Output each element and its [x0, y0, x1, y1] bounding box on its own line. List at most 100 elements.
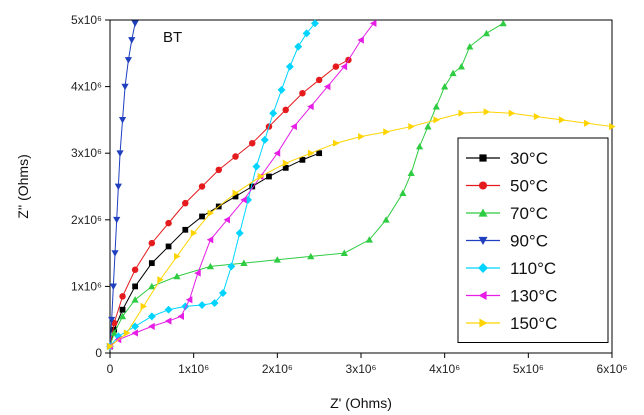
data-point	[124, 57, 133, 64]
data-point	[457, 63, 465, 70]
legend-label: 50°C	[510, 177, 548, 196]
x-tick-label: 0	[107, 362, 114, 376]
data-point	[249, 183, 256, 190]
data-point	[165, 243, 172, 250]
data-point	[307, 252, 315, 260]
y-tick-label: 5x10⁶	[71, 13, 102, 27]
legend-marker	[478, 208, 488, 217]
data-point	[285, 62, 294, 71]
data-point	[333, 139, 340, 147]
data-point	[114, 332, 123, 341]
data-point	[584, 119, 591, 127]
data-point	[118, 117, 127, 124]
legend-item: 50°C	[466, 177, 548, 196]
series-0	[107, 150, 323, 350]
data-point	[382, 216, 390, 223]
data-point	[232, 153, 239, 160]
data-point	[340, 249, 348, 256]
series-layer	[106, 19, 616, 351]
legend-label: 90°C	[510, 232, 548, 251]
data-point	[269, 109, 278, 118]
data-point	[121, 83, 129, 91]
data-point	[227, 262, 236, 271]
data-point	[260, 135, 269, 144]
data-point	[207, 209, 214, 217]
data-point	[199, 213, 205, 220]
data-point	[157, 276, 164, 284]
x-tick-label: 2x10⁶	[262, 362, 293, 376]
y-tick-label: 3x10⁶	[71, 146, 102, 160]
x-tick-label: 1x10⁶	[178, 362, 209, 376]
legend-item: 90°C	[466, 232, 548, 251]
data-point	[609, 122, 616, 131]
data-point	[508, 109, 516, 117]
data-point	[108, 316, 116, 324]
data-point	[407, 169, 415, 177]
legend-marker	[478, 291, 487, 300]
series-6	[107, 108, 616, 350]
x-axis-title: Z' (Ohms)	[330, 395, 392, 411]
series-line	[109, 23, 374, 347]
data-point	[273, 256, 281, 263]
series-line	[109, 152, 320, 347]
legend: 30°C 50°C 70°C 90°C 110°C 130°C 150°C	[457, 137, 609, 343]
data-point	[123, 329, 131, 337]
series-line	[109, 23, 316, 347]
data-point	[235, 229, 244, 238]
legend-marker	[479, 318, 488, 328]
data-point	[408, 122, 415, 131]
data-point	[365, 236, 373, 243]
legend-item: 150°C	[466, 314, 557, 333]
legend-marker	[478, 181, 488, 190]
series-4	[106, 19, 319, 351]
legend-marker	[478, 263, 488, 273]
data-point	[190, 229, 198, 237]
data-point	[240, 196, 247, 204]
data-point	[244, 195, 253, 204]
data-point	[316, 150, 323, 157]
data-point	[116, 150, 124, 157]
legend-label: 150°C	[510, 314, 557, 333]
x-tick-label: 4x10⁶	[429, 362, 460, 376]
y-tick-label: 0	[95, 346, 102, 360]
data-point	[358, 132, 365, 141]
data-point	[210, 299, 219, 308]
data-point	[232, 193, 239, 200]
data-point	[232, 189, 240, 197]
data-point	[206, 262, 214, 270]
y-tick-label: 1x10⁶	[71, 279, 102, 293]
data-point	[299, 90, 306, 97]
data-point	[307, 149, 315, 157]
data-point	[223, 216, 231, 224]
data-point	[113, 216, 121, 224]
data-point	[119, 293, 126, 300]
data-point	[273, 149, 281, 157]
data-point	[424, 122, 432, 130]
data-point	[111, 250, 119, 257]
y-axis: 0 1x10⁶ 2x10⁶ 3x10⁶ 4x10⁶ 5x10⁶	[71, 13, 110, 360]
series-1	[106, 56, 352, 350]
series-line	[109, 23, 136, 347]
data-point	[483, 108, 491, 116]
data-point	[114, 183, 122, 191]
data-point	[323, 83, 331, 91]
plot-area: 0 1x10⁶ 2x10⁶ 3x10⁶ 4x10⁶ 5x10⁶ 6x10⁶ 0 1x10⁶ 2x…	[71, 13, 628, 376]
data-point	[248, 139, 256, 147]
x-tick-label: 3x10⁶	[346, 362, 377, 376]
data-point	[173, 272, 181, 280]
data-point	[215, 166, 223, 174]
data-point	[290, 122, 297, 131]
data-point	[307, 102, 314, 111]
data-point	[164, 305, 173, 314]
data-point	[432, 102, 440, 110]
data-point	[441, 83, 449, 90]
legend-label: 30°C	[510, 149, 548, 168]
legend-item: 70°C	[466, 204, 548, 223]
data-point	[185, 296, 193, 304]
data-point	[131, 322, 140, 331]
data-point	[311, 19, 319, 28]
data-point	[182, 226, 189, 233]
data-point	[131, 296, 139, 303]
data-point	[182, 199, 189, 207]
data-point	[128, 37, 136, 44]
